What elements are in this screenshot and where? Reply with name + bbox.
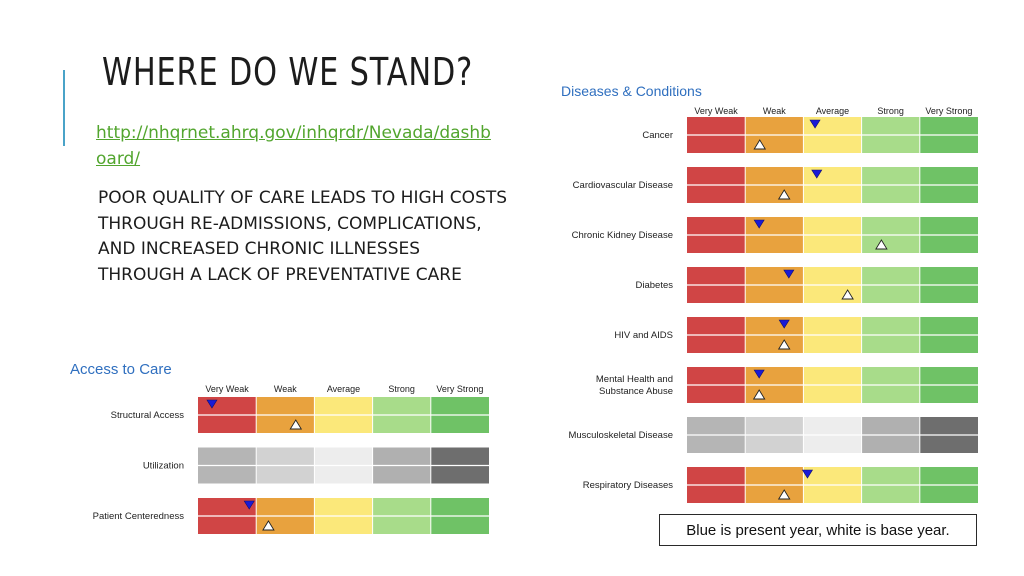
- row-chronic-kidney-disease: Chronic Kidney Disease: [572, 217, 978, 253]
- present-year-marker: [753, 369, 765, 379]
- base-year-marker: [752, 389, 766, 400]
- category-label: Utilization: [143, 461, 184, 472]
- body-text: Poor quality of care leads to high costs…: [98, 188, 508, 285]
- row-cancer: Cancer: [642, 117, 978, 153]
- present-year-marker: [243, 500, 255, 510]
- chart-title: Access to Care: [70, 361, 172, 378]
- present-year-marker: [206, 399, 218, 409]
- level-label-average: Average: [816, 106, 849, 116]
- level-label-strong: Strong: [877, 106, 904, 116]
- level-label-very-weak: Very Weak: [205, 384, 249, 394]
- row-utilization: Utilization: [143, 447, 489, 484]
- base-year-marker: [262, 520, 275, 531]
- category-label: Patient Centeredness: [93, 511, 185, 522]
- dashboard-link[interactable]: http://nhqrnet.ahrq.gov/inhqrdr/Nevada/d…: [96, 123, 491, 169]
- level-label-very-strong: Very Strong: [925, 106, 972, 116]
- row-respiratory-diseases: Respiratory Diseases: [583, 467, 978, 503]
- present-year-marker: [801, 469, 814, 479]
- chart-title: Diseases & Conditions: [561, 83, 702, 99]
- level-label-weak: Weak: [274, 384, 297, 394]
- category-label: Diabetes: [636, 280, 674, 291]
- category-label: Mental Health and Substance Abuse: [596, 374, 673, 397]
- level-label-very-strong: Very Strong: [436, 384, 483, 394]
- legend-note: Blue is present year, white is base year…: [659, 514, 977, 546]
- row-mental-health-and-substance-abuse: Mental Health and Substance Abuse: [596, 367, 978, 403]
- category-label: Chronic Kidney Disease: [572, 230, 673, 241]
- row-hiv-and-aids: HIV and AIDS: [614, 317, 978, 353]
- present-year-marker: [753, 219, 765, 229]
- category-label: HIV and AIDS: [614, 330, 673, 341]
- category-label: Musculoskeletal Disease: [568, 430, 673, 441]
- level-label-average: Average: [327, 384, 360, 394]
- diseases-conditions-chart: Diseases & Conditions Very Weak Weak Averag…: [561, 83, 978, 503]
- base-year-marker: [875, 239, 888, 250]
- present-year-marker: [809, 119, 821, 129]
- present-year-marker: [778, 319, 790, 329]
- base-year-marker: [777, 339, 791, 350]
- base-year-marker: [777, 489, 791, 500]
- row-cardiovascular-disease: Cardiovascular Disease: [573, 167, 978, 203]
- category-label: Structural Access: [111, 410, 185, 421]
- level-label-very-weak: Very Weak: [694, 106, 738, 116]
- level-label-weak: Weak: [763, 106, 786, 116]
- base-year-marker: [777, 189, 791, 200]
- category-label: Respiratory Diseases: [583, 480, 674, 491]
- row-patient-centeredness: Patient Centeredness: [93, 498, 489, 534]
- category-label: Cancer: [642, 130, 673, 141]
- base-year-marker: [289, 419, 303, 430]
- level-label-strong: Strong: [388, 384, 415, 394]
- row-diabetes: Diabetes: [636, 267, 978, 303]
- row-structural-access: Structural Access: [111, 397, 489, 433]
- page-title: WHERE DO WE STAND?: [102, 50, 474, 94]
- base-year-marker: [841, 289, 854, 300]
- accent-bar: [63, 70, 65, 146]
- row-musculoskeletal-disease: Musculoskeletal Disease: [568, 417, 978, 453]
- base-year-marker: [753, 139, 767, 150]
- category-label: Cardiovascular Disease: [573, 180, 673, 191]
- present-year-marker: [811, 169, 823, 179]
- access-to-care-chart: Access to Care Very Weak Weak Average Strong…: [70, 361, 489, 534]
- present-year-marker: [783, 269, 795, 279]
